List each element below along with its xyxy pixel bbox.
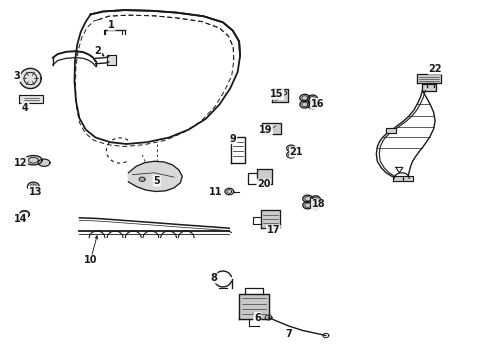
Polygon shape	[303, 202, 313, 209]
Polygon shape	[300, 94, 310, 102]
Polygon shape	[300, 101, 310, 108]
Polygon shape	[403, 176, 413, 181]
Text: 4: 4	[22, 103, 29, 113]
Polygon shape	[422, 84, 436, 91]
Text: 6: 6	[254, 312, 261, 323]
Polygon shape	[107, 55, 116, 65]
Polygon shape	[128, 161, 182, 192]
Text: 9: 9	[230, 134, 237, 144]
Polygon shape	[38, 159, 50, 166]
Text: 16: 16	[311, 99, 324, 109]
Text: 11: 11	[209, 186, 222, 197]
Polygon shape	[287, 145, 295, 152]
Polygon shape	[20, 68, 41, 89]
Polygon shape	[272, 89, 288, 102]
Text: 14: 14	[14, 214, 27, 224]
Polygon shape	[287, 152, 295, 158]
Polygon shape	[393, 176, 403, 181]
Polygon shape	[386, 128, 396, 133]
Text: 13: 13	[28, 186, 42, 197]
Polygon shape	[311, 202, 320, 210]
Text: 1: 1	[108, 20, 115, 30]
Text: 12: 12	[14, 158, 27, 168]
Polygon shape	[24, 156, 42, 165]
Polygon shape	[308, 95, 318, 102]
Text: 7: 7	[286, 329, 293, 339]
Polygon shape	[417, 74, 441, 83]
Polygon shape	[257, 169, 272, 184]
Polygon shape	[239, 294, 269, 319]
Polygon shape	[27, 182, 39, 191]
Polygon shape	[311, 196, 320, 203]
Text: 2: 2	[95, 46, 101, 56]
Polygon shape	[262, 123, 281, 134]
Text: 20: 20	[257, 179, 270, 189]
Polygon shape	[308, 102, 318, 109]
Polygon shape	[225, 188, 234, 195]
Text: 22: 22	[428, 64, 442, 74]
Text: 18: 18	[312, 199, 325, 210]
Polygon shape	[139, 177, 145, 181]
Text: 3: 3	[14, 71, 21, 81]
Text: 5: 5	[153, 176, 160, 186]
Text: 15: 15	[270, 89, 284, 99]
Text: 17: 17	[267, 225, 280, 235]
Polygon shape	[261, 210, 280, 228]
Text: 8: 8	[210, 273, 217, 283]
Polygon shape	[303, 195, 313, 202]
Text: 21: 21	[290, 147, 303, 157]
Text: 10: 10	[84, 255, 98, 265]
Polygon shape	[20, 211, 29, 218]
Text: 19: 19	[259, 125, 272, 135]
Polygon shape	[19, 95, 43, 103]
